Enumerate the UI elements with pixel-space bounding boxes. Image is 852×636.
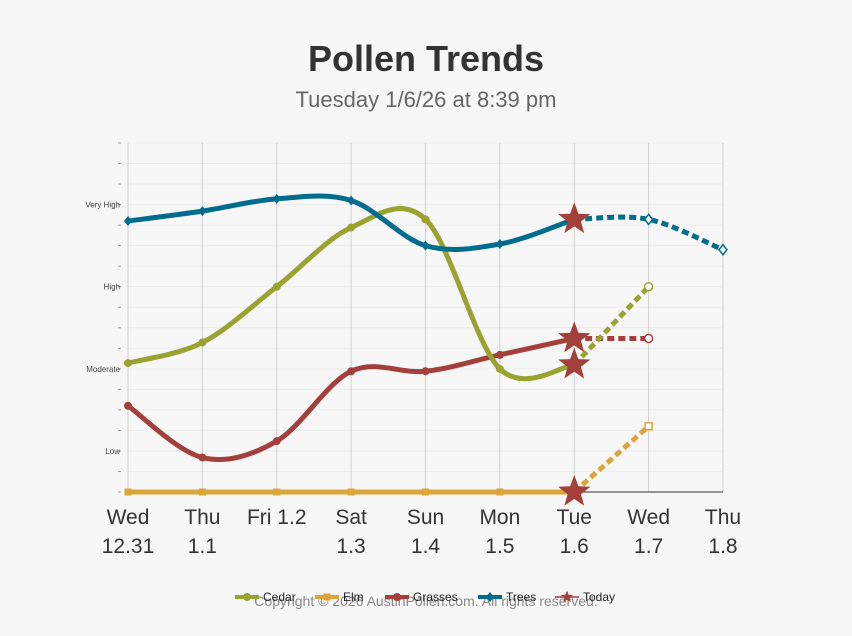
data-point — [421, 215, 430, 224]
data-point — [495, 364, 504, 373]
x-tick-label-day: Sun — [407, 506, 444, 529]
x-tick-label-date: 12.31 — [102, 535, 155, 558]
y-level-label: Moderate — [86, 365, 120, 374]
series-trees — [124, 193, 728, 256]
today-star — [558, 321, 591, 353]
series-cedar — [124, 206, 654, 382]
x-tick-label-date: 1.5 — [485, 535, 514, 558]
data-point — [421, 367, 430, 376]
x-tick-label-date: 1.4 — [411, 535, 441, 558]
series-line-forecast — [572, 284, 651, 367]
data-point — [421, 240, 430, 251]
data-point — [198, 206, 207, 217]
data-point — [718, 243, 728, 256]
data-point — [495, 239, 504, 250]
data-point — [496, 488, 504, 496]
series-line-forecast — [572, 424, 651, 494]
x-tick-label-day: Thu — [705, 506, 741, 529]
x-tick-label-date: 1.7 — [634, 535, 663, 558]
x-tick-label-day: Wed — [107, 506, 150, 529]
data-point — [198, 338, 207, 347]
today-star — [558, 347, 591, 379]
data-point — [124, 359, 132, 368]
x-tick-label-date: 1.6 — [560, 535, 589, 558]
data-point — [124, 488, 132, 496]
data-point — [643, 213, 654, 226]
y-level-label: Very High — [85, 201, 120, 210]
x-tick-label-day: Thu — [184, 506, 220, 529]
chart-title: Pollen Trends — [307, 38, 545, 79]
data-point — [347, 223, 356, 232]
data-point — [643, 333, 654, 344]
data-point — [124, 401, 132, 410]
today-star — [558, 475, 591, 506]
data-point — [272, 282, 281, 291]
data-point — [273, 488, 281, 496]
data-point — [272, 437, 281, 446]
data-point — [198, 488, 206, 496]
x-tick-label-day: Mon — [479, 506, 520, 529]
today-markers — [558, 202, 591, 506]
data-point — [495, 350, 504, 359]
data-point — [347, 367, 356, 376]
x-tick-label-day: Tue — [557, 506, 592, 529]
data-point — [644, 422, 653, 431]
chart-subtitle: Tuesday 1/6/26 at 8:39 pm — [295, 87, 557, 112]
x-tick-label-date: 1.8 — [708, 535, 737, 558]
x-tick-label-date: 1.3 — [337, 535, 366, 558]
x-tick-label-day: Sat — [335, 506, 367, 529]
data-point — [124, 216, 132, 227]
x-tick-label-date: 1.1 — [188, 535, 217, 558]
data-point — [643, 281, 654, 292]
y-level-label: Low — [105, 447, 120, 456]
x-tick-label-day: Wed — [627, 506, 670, 529]
x-tick-label-day: Fri 1.2 — [247, 506, 307, 529]
data-point — [347, 488, 355, 496]
series-line-forecast — [574, 214, 724, 253]
y-level-label: High — [104, 283, 120, 292]
copyright-text: Copyright © 2026 AustinPollen.com. All r… — [254, 593, 598, 609]
today-star — [558, 202, 591, 234]
data-point — [422, 488, 429, 496]
data-point — [198, 453, 207, 462]
data-point — [272, 193, 281, 204]
data-point — [347, 195, 356, 206]
